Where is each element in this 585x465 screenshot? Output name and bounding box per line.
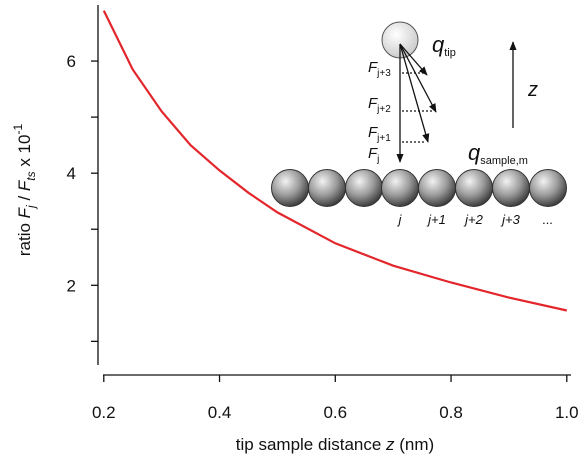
atom-label: j+3: [500, 212, 520, 227]
y-tick-label: 6: [67, 52, 76, 71]
tip-charge-main: q: [432, 32, 445, 57]
x-label-part: z: [385, 435, 395, 454]
y-label-part: -1: [11, 124, 25, 135]
sample-atoms: [271, 169, 567, 207]
x-tick-label: 1.0: [555, 403, 579, 422]
y-axis-label: ratio Fj / Fts x 10-1: [11, 124, 38, 257]
dotted-levels: [402, 72, 434, 143]
force-label: Fj+1: [368, 124, 391, 144]
atom-label: j+2: [463, 212, 483, 227]
sample-charge-sub: sample,m: [480, 155, 528, 167]
y-label-part: ratio: [15, 218, 34, 256]
force-label-sub: j+2: [376, 104, 391, 115]
y-label-part: x 10: [15, 135, 34, 172]
y-label-part: ts: [24, 171, 38, 180]
y-tick-label: 2: [67, 276, 76, 295]
force-label-main: F: [368, 95, 378, 112]
y-label-part: /: [15, 191, 34, 205]
x-tick-label: 0.2: [92, 403, 116, 422]
atom-label: j+1: [426, 212, 446, 227]
x-tick-label: 0.4: [208, 403, 232, 422]
x-axis-label: tip sample distance z (nm): [236, 435, 434, 454]
sample-charge-main: q: [468, 140, 481, 165]
x-tick-label: 0.6: [323, 403, 347, 422]
atom-label: ...: [543, 212, 554, 227]
force-label: Fj: [368, 145, 379, 165]
tip-charge: qtip: [432, 32, 456, 59]
tip-charge-sub: tip: [444, 47, 456, 59]
x-label-part: tip sample distance: [236, 435, 386, 454]
y-label-part: F: [15, 179, 34, 191]
force-label-main: F: [368, 145, 378, 162]
force-label-sub: j+1: [376, 133, 391, 144]
sample-charge: qsample,m: [468, 140, 528, 167]
force-label-sub: j: [376, 154, 379, 165]
y-label-part: j: [24, 205, 38, 210]
direction-label: z: [527, 79, 538, 101]
force-label-main: F: [368, 124, 378, 141]
x-tick-label: 0.8: [439, 403, 463, 422]
force-label: Fj+2: [368, 95, 391, 115]
y-label-part: F: [15, 206, 34, 218]
force-label: Fj+3: [368, 59, 391, 79]
curve: [102, 10, 568, 312]
y-tick-label: 4: [67, 164, 76, 183]
atom-label: j: [397, 212, 403, 227]
force-label-sub: j+3: [376, 68, 391, 79]
force-label-main: F: [368, 59, 378, 76]
force-arrows: [396, 41, 517, 163]
x-label-part: (nm): [395, 435, 435, 454]
